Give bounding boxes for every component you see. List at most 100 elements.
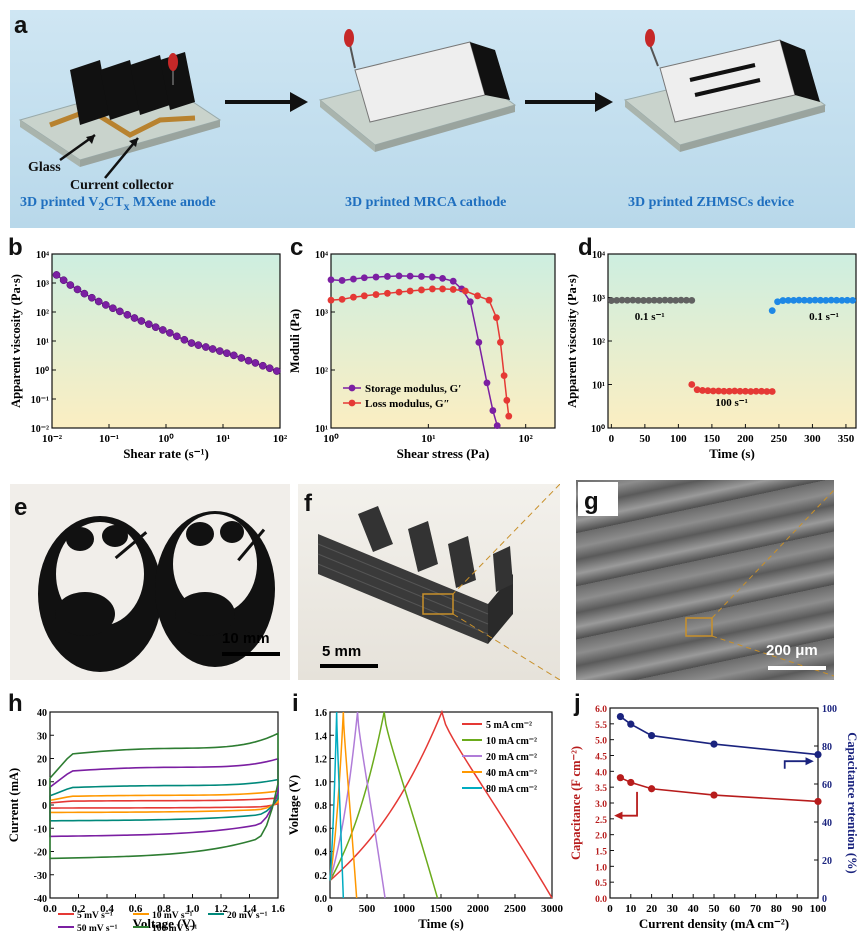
y-tick-label-j: 0.5 [595, 879, 607, 889]
viscosity-step-point-0 [688, 296, 696, 304]
moduli-point-1 [395, 288, 403, 296]
moduli-point-0 [428, 273, 436, 281]
viscosity-step-point-1 [758, 387, 765, 395]
gcd-curve-1 [329, 711, 439, 899]
viscosity-point [223, 349, 231, 358]
legend-label-i: 5 mA cm⁻² [486, 720, 532, 731]
viscosity-step-point-1 [715, 387, 722, 395]
panel-g-sem-image: 200 μm [576, 480, 834, 680]
scale-label-e: 10 mm [222, 630, 270, 647]
x-tick-label-j: 100 [810, 903, 827, 915]
panel-letter-f: f [304, 490, 312, 517]
plot-area-b [51, 253, 281, 429]
legend-label-c: Loss modulus, G″ [365, 398, 450, 410]
x-tick-label-d: 200 [737, 433, 754, 445]
x-axis-label-j: Current density (mA cm⁻²) [639, 916, 789, 931]
y-tick-label-i: 1.6 [315, 708, 328, 719]
viscosity-step-point-2 [811, 296, 819, 304]
y-tick-label-j: 1.0 [595, 863, 607, 873]
y-tick-label-b: 10² [36, 308, 49, 319]
viscosity-point [59, 276, 68, 285]
viscosity-point [194, 341, 203, 349]
panel-f-printed-structure: 5 mm [298, 484, 560, 680]
scale-bar-g [768, 666, 826, 670]
viscosity-step-point-0 [666, 296, 674, 304]
moduli-point-1 [474, 292, 481, 300]
y-tick-label-j: 3.0 [595, 800, 607, 810]
viscosity-step-point-0 [607, 297, 615, 304]
y-tick-label-d: 10³ [592, 294, 605, 305]
viscosity-step-point-2 [790, 296, 798, 304]
moduli-point-0 [449, 277, 457, 285]
legend-label-h: 100 mV s⁻¹ [152, 924, 197, 934]
panel-letter-h: h [8, 690, 23, 717]
x-tick-label-h: 0.4 [100, 903, 114, 915]
capacitance-point-1 [814, 750, 822, 759]
mrca-cathode-illustration [318, 29, 517, 152]
viscosity-step-point-0 [656, 296, 664, 304]
moduli-point-1 [428, 285, 436, 293]
x-tick-label-j: 60 [729, 903, 741, 915]
y-axis-label-d: Apparent viscosity (Pa·s) [568, 274, 579, 408]
viscosity-point [272, 367, 281, 375]
legend-label-h: 10 mV s⁻¹ [152, 911, 193, 921]
viscosity-point [94, 297, 103, 306]
panel-letter-e: e [14, 494, 28, 521]
panel-letter-b: b [8, 234, 23, 261]
x-tick-label-b: 10² [273, 433, 288, 445]
x-tick-label-j: 80 [771, 903, 783, 915]
viscosity-step-point-2 [774, 298, 781, 306]
y-right-tick-label-j: 80 [822, 742, 832, 753]
y-tick-label-j: 5.5 [595, 721, 607, 731]
collector-pointer [104, 137, 139, 179]
viscosity-point [80, 289, 89, 298]
legend-marker-c [348, 399, 356, 407]
x-tick-label-d: 250 [771, 433, 788, 445]
x-tick-label-h: 0.2 [72, 903, 86, 915]
moduli-point-1 [360, 292, 368, 300]
cv-curve-1 [49, 790, 279, 814]
moduli-point-0 [395, 272, 403, 280]
y-tick-label-h: -20 [34, 848, 47, 859]
viscosity-point [87, 293, 96, 302]
legend-label-i: 20 mA cm⁻² [486, 752, 537, 763]
x-axis-label-d: Time (s) [709, 446, 755, 461]
y-tick-label-h: 0 [42, 801, 47, 812]
moduli-point-0 [418, 273, 425, 280]
y-right-tick-label-j: 100 [822, 704, 837, 715]
scale-bar-e [222, 652, 280, 656]
y-tick-label-j: 1.5 [595, 848, 607, 858]
viscosity-point [237, 354, 246, 362]
x-axis-label-i: Time (s) [418, 916, 464, 931]
y-tick-label-d: 10⁴ [592, 250, 605, 261]
capacitance-point-0 [814, 797, 822, 806]
moduli-point-1 [384, 289, 391, 297]
x-tick-label-h: 1.0 [186, 903, 200, 915]
process-arrow [225, 92, 308, 112]
x-tick-label-d: 0 [609, 433, 615, 445]
x-tick-label-b: 10⁻¹ [99, 433, 119, 445]
moduli-point-0 [384, 273, 391, 280]
left-axis-pointer [618, 791, 638, 817]
viscosity-point [137, 317, 146, 325]
cv-curve-4 [49, 732, 279, 860]
current-collector-label: Current collector [70, 178, 174, 193]
x-tick-label-i: 1000 [393, 903, 416, 915]
x-tick-label-j: 0 [607, 903, 613, 915]
caption-anode: 3D printed V2CTx MXene anode [20, 195, 216, 213]
y-tick-label-j: 0.0 [595, 895, 607, 905]
viscosity-step-point-1 [704, 387, 712, 395]
y-tick-label-i: 0.0 [315, 894, 328, 905]
viscosity-step-point-0 [618, 296, 626, 304]
x-tick-label-c: 10⁰ [323, 433, 339, 445]
x-tick-label-c: 10¹ [421, 433, 435, 445]
y-right-tick-label-j: 20 [822, 856, 832, 867]
viscosity-step-point-2 [806, 296, 814, 304]
viscosity-point [229, 351, 238, 360]
x-tick-label-h: 0.8 [157, 903, 171, 915]
viscosity-step-point-1 [693, 386, 701, 394]
viscosity-step-point-0 [650, 296, 658, 304]
capacitance-point-0 [710, 791, 718, 799]
y-tick-label-b: 10⁻² [31, 424, 49, 435]
